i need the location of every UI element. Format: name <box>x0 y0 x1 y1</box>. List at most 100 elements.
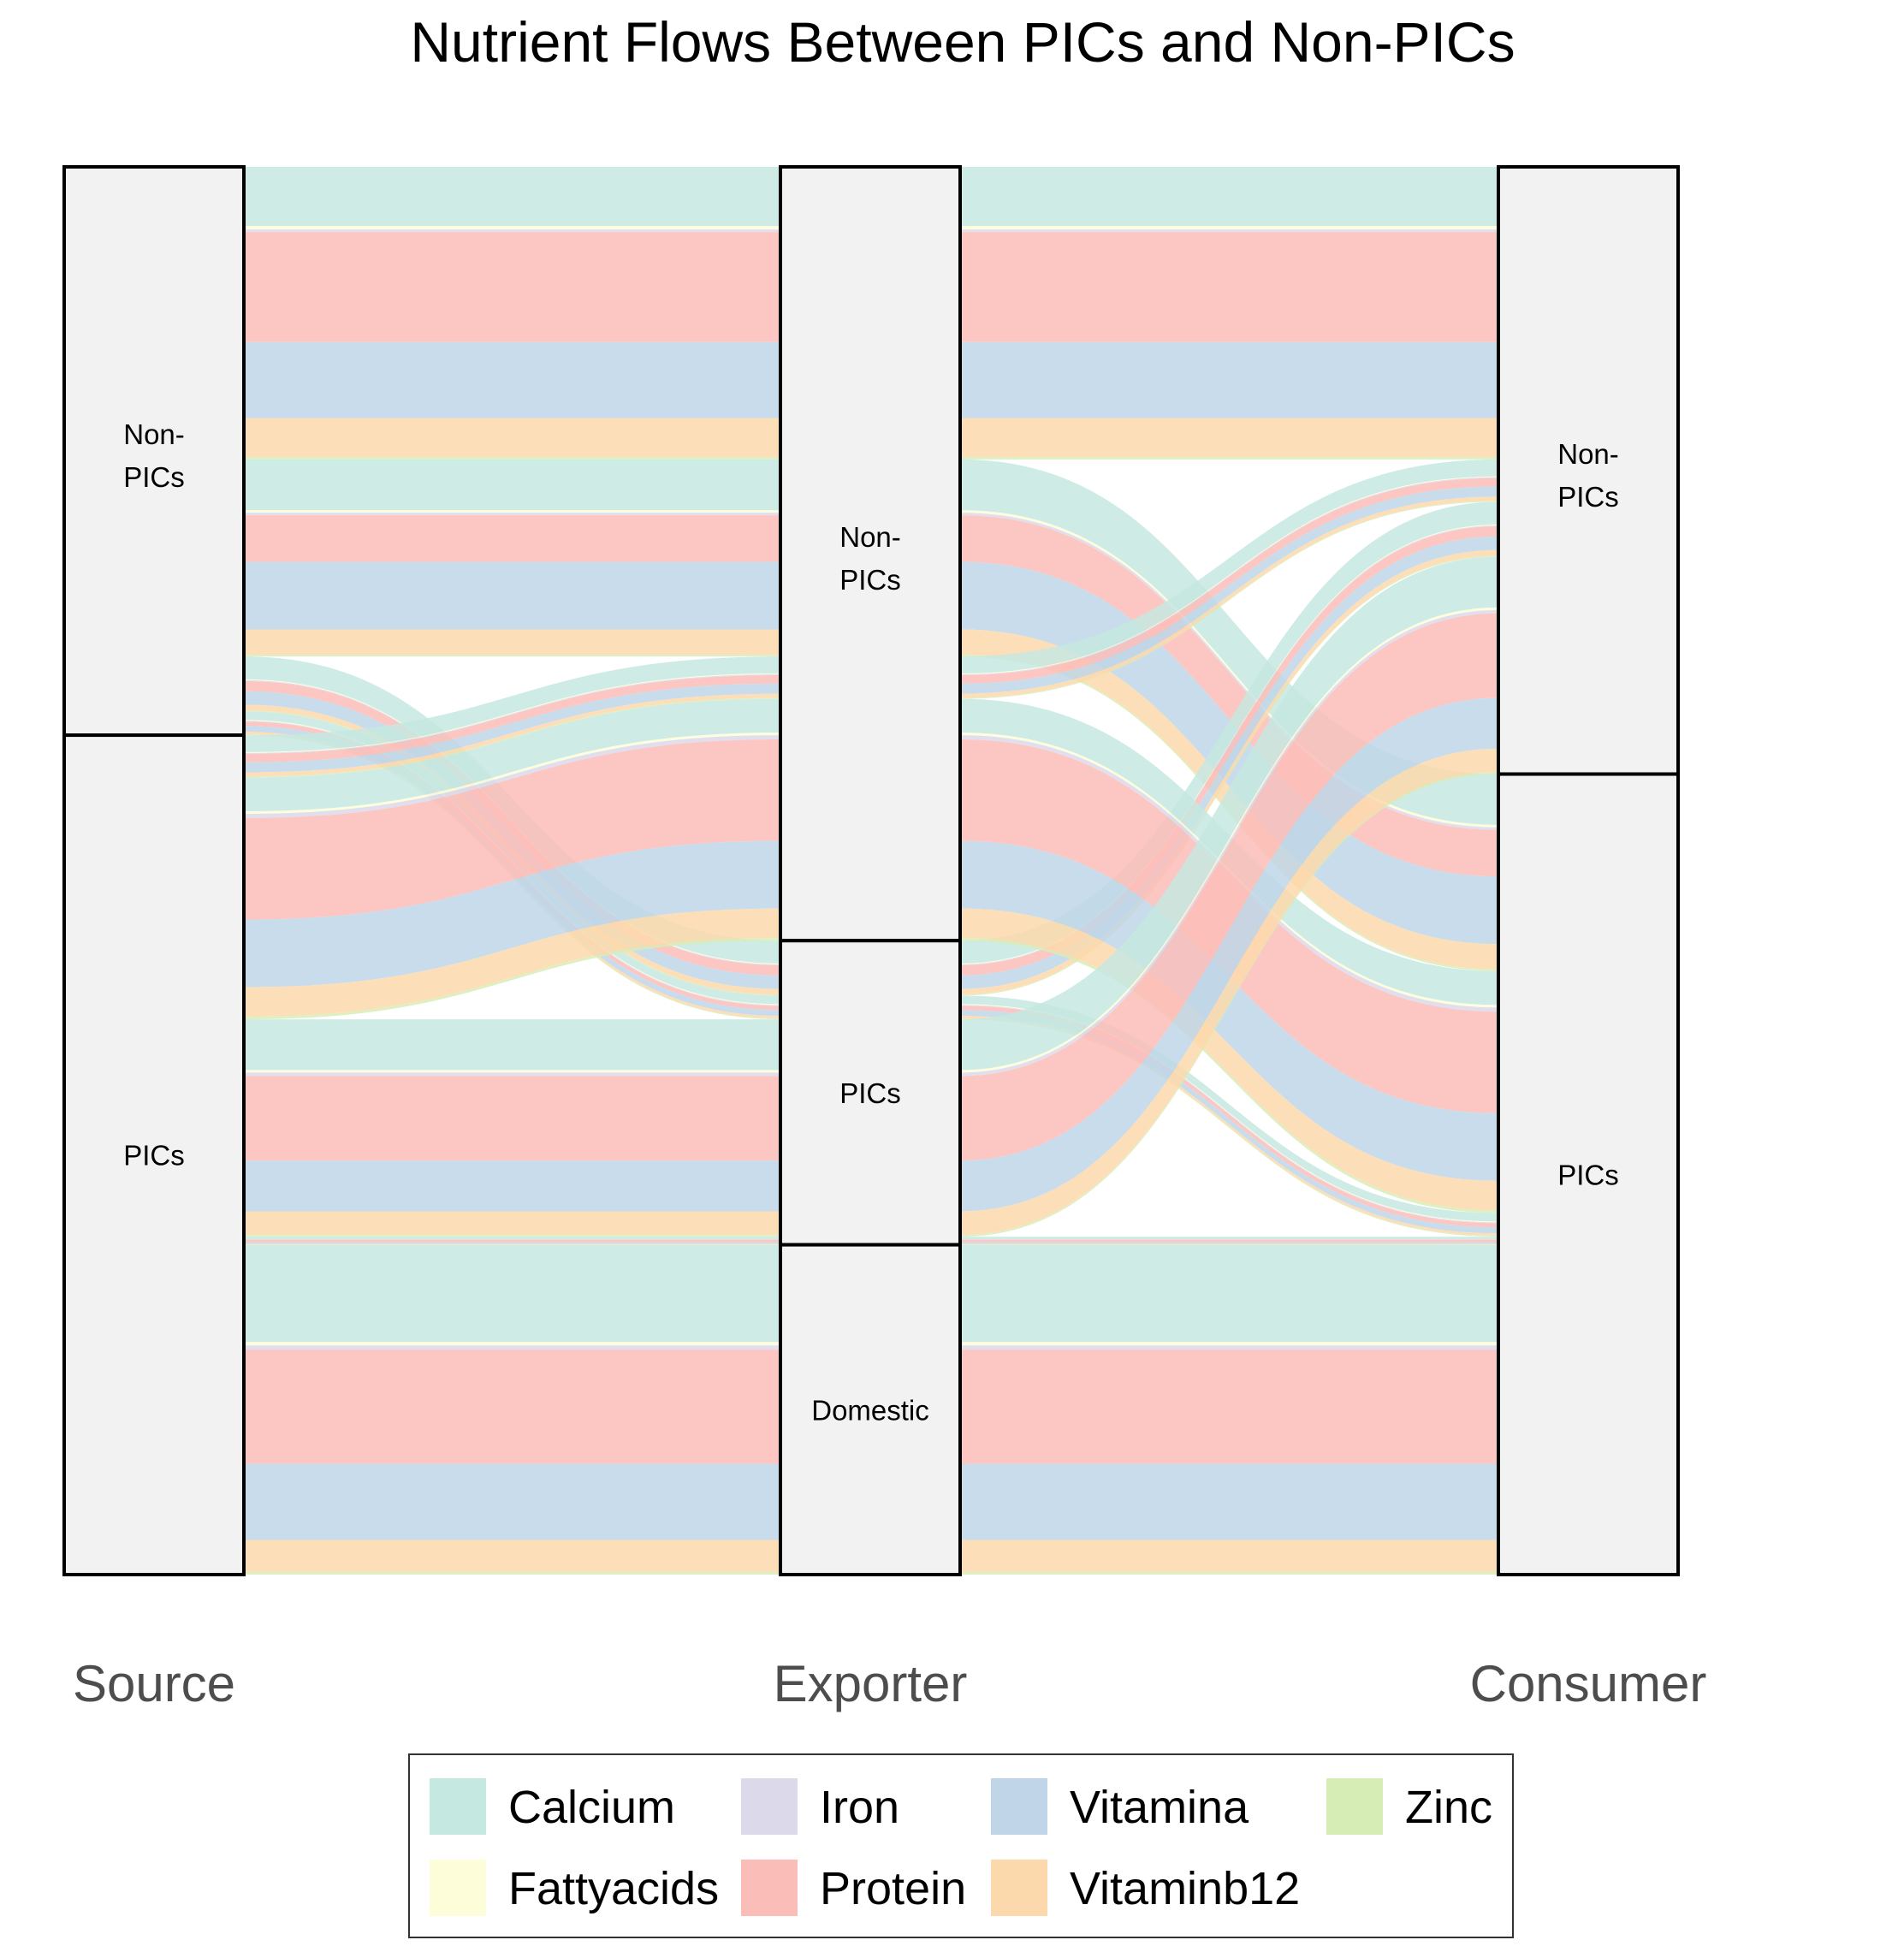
flow-iron-non-pics-pics-non-pics-seg2 <box>960 525 1498 965</box>
flow-zinc-non-pics-pics-non-pics-seg2 <box>960 555 1498 996</box>
legend-swatch-protein <box>741 1860 798 1916</box>
flow-calcium-non-pics-non-pics-pics-seg1 <box>244 459 780 511</box>
flow-vitaminb12-pics-non-pics-pics-seg2 <box>960 908 1498 1211</box>
flow-fattyacids-pics-pics-non-pics-seg2 <box>960 607 1498 1073</box>
flow-iron-pics-non-pics-pics-seg1 <box>244 735 780 818</box>
flow-protein-pics-non-pics-non-pics-seg1 <box>244 674 780 762</box>
flow-zinc-non-pics-pics-pics-seg2 <box>960 1018 1498 1237</box>
flow-fattyacids-non-pics-pics-pics-seg2 <box>960 1004 1498 1223</box>
node-exporter-pics <box>779 939 962 1247</box>
legend-label-protein: Protein <box>820 1863 966 1914</box>
flow-vitamina-non-pics-non-pics-non-pics-seg2 <box>960 341 1498 418</box>
flow-protein-non-pics-non-pics-non-pics-seg1 <box>244 232 780 342</box>
flow-zinc-non-pics-non-pics-non-pics-seg1 <box>244 456 780 460</box>
flow-fattyacids-non-pics-non-pics-non-pics-seg2 <box>960 226 1498 230</box>
flow-iron-non-pics-non-pics-pics-seg1 <box>244 513 780 516</box>
flow-vitamina-non-pics-pics-pics-seg2 <box>960 1010 1498 1234</box>
flow-zinc-pics-non-pics-non-pics-seg2 <box>960 501 1498 699</box>
flow-fattyacids-pics-non-pics-non-pics-seg1 <box>244 673 780 753</box>
node-label-consumer-non-pics: Non-PICs <box>1557 438 1619 513</box>
flow-fattyacids-non-pics-non-pics-pics-seg1 <box>244 510 780 513</box>
nodes-layer: Non-PICs PICs Non-PICs PICs Domestic Non-PICs… <box>62 165 1680 1576</box>
flow-calcium-non-pics-non-pics-non-pics-seg1 <box>244 167 780 227</box>
flow-protein-pics-domestic-pics-seg2 <box>960 1350 1498 1464</box>
flows-layer <box>244 167 1498 1575</box>
flow-protein-pics-non-pics-pics-seg1 <box>244 739 780 920</box>
flow-protein-pics-domestic-pics-seg1 <box>244 1350 780 1464</box>
legend-swatch-calcium <box>430 1778 486 1835</box>
flow-zinc-pics-pics-non-pics-seg1 <box>244 1235 780 1237</box>
flow-zinc-pics-domestic-pics-seg1 <box>244 1572 780 1575</box>
flow-iron-pics-domestic-pics-seg2 <box>960 1345 1498 1350</box>
flow-vitaminb12-pics-pics-non-pics-seg1 <box>244 1211 780 1236</box>
flow-vitaminb12-pics-non-pics-non-pics-seg1 <box>244 693 780 777</box>
flow-vitamina-pics-pics-pics-seg1 <box>244 1242 780 1244</box>
node-exporter-non-pics <box>779 165 962 943</box>
node-label-consumer-pics: PICs <box>1557 1159 1619 1190</box>
legend-label-zinc: Zinc <box>1405 1782 1492 1833</box>
flow-vitamina-pics-pics-non-pics-seg2 <box>960 697 1498 1212</box>
flow-zinc-pics-non-pics-pics-seg2 <box>960 938 1498 1213</box>
legend-label-iron: Iron <box>820 1782 899 1833</box>
flow-vitaminb12-non-pics-non-pics-non-pics-seg1 <box>244 418 780 457</box>
flow-iron-pics-pics-non-pics-seg2 <box>960 609 1498 1077</box>
flow-vitaminb12-pics-non-pics-non-pics-seg2 <box>960 496 1498 698</box>
flow-vitamina-pics-non-pics-pics-seg1 <box>244 840 780 988</box>
flow-vitaminb12-pics-non-pics-pics-seg1 <box>244 908 780 1017</box>
flow-zinc-pics-pics-non-pics-seg2 <box>960 772 1498 1237</box>
flow-protein-non-pics-non-pics-non-pics-seg2 <box>960 232 1498 342</box>
legend-swatch-vitamina <box>991 1778 1047 1835</box>
flow-fattyacids-pics-domestic-pics-seg1 <box>244 1342 780 1346</box>
axis-labels: Source Exporter Consumer <box>73 1655 1706 1712</box>
flow-protein-pics-pics-non-pics-seg2 <box>960 613 1498 1161</box>
flow-iron-pics-non-pics-non-pics-seg2 <box>960 477 1498 675</box>
flow-calcium-pics-pics-pics-seg2 <box>960 1237 1498 1240</box>
flow-calcium-pics-non-pics-non-pics-seg2 <box>960 459 1498 673</box>
legend-swatch-iron <box>741 1778 798 1835</box>
legend-swatch-fattyacids <box>430 1860 486 1916</box>
flow-fattyacids-non-pics-non-pics-non-pics-seg1 <box>244 226 780 230</box>
flow-vitaminb12-pics-pics-non-pics-seg2 <box>960 748 1498 1236</box>
flow-protein-pics-non-pics-non-pics-seg2 <box>960 478 1498 684</box>
legend-label-calcium: Calcium <box>508 1782 675 1833</box>
flow-vitaminb12-non-pics-non-pics-non-pics-seg2 <box>960 418 1498 457</box>
flow-vitaminb12-pics-pics-pics-seg2 <box>960 1243 1498 1245</box>
flow-vitamina-pics-pics-pics-seg2 <box>960 1242 1498 1244</box>
node-label-exporter-pics: PICs <box>839 1077 901 1109</box>
flow-vitamina-pics-pics-non-pics-seg1 <box>244 1160 780 1212</box>
flow-zinc-pics-non-pics-non-pics-seg1 <box>244 697 780 778</box>
flow-calcium-pics-non-pics-non-pics-seg1 <box>244 656 780 752</box>
flow-protein-pics-pics-pics-seg2 <box>960 1239 1498 1243</box>
flow-vitaminb12-non-pics-pics-non-pics-seg2 <box>960 549 1498 995</box>
flow-fattyacids-pics-domestic-pics-seg2 <box>960 1342 1498 1346</box>
node-consumer-non-pics <box>1497 165 1680 776</box>
flow-calcium-non-pics-non-pics-pics-seg2 <box>960 459 1498 825</box>
flow-fattyacids-non-pics-non-pics-pics-seg2 <box>960 510 1498 828</box>
flow-fattyacids-pics-pics-non-pics-seg1 <box>244 1070 780 1073</box>
legend-label-fattyacids: Fattyacids <box>508 1863 719 1914</box>
flow-iron-pics-domestic-pics-seg1 <box>244 1345 780 1350</box>
flow-zinc-non-pics-non-pics-pics-seg1 <box>244 655 780 657</box>
node-label-source-non-pics: Non-PICs <box>123 418 185 493</box>
flow-fattyacids-non-pics-pics-non-pics-seg2 <box>960 525 1498 964</box>
flow-calcium-pics-non-pics-pics-seg1 <box>244 698 780 812</box>
flow-zinc-non-pics-non-pics-non-pics-seg2 <box>960 456 1498 460</box>
flow-calcium-pics-domestic-pics-seg1 <box>244 1244 780 1343</box>
node-label-source-pics: PICs <box>123 1140 185 1172</box>
node-source-pics <box>62 733 246 1576</box>
flow-zinc-pics-domestic-pics-seg2 <box>960 1572 1498 1575</box>
axis-label-consumer: Consumer <box>1470 1655 1707 1712</box>
legend: Calcium Iron Vitamina Zinc Fattyacids Protein… <box>408 1753 1514 1938</box>
flow-zinc-pics-non-pics-pics-seg1 <box>244 938 780 1020</box>
flow-calcium-pics-pics-non-pics-seg2 <box>960 556 1498 1071</box>
node-label-exporter-domestic: Domestic <box>811 1394 929 1426</box>
legend-label-vitaminb12: Vitaminb12 <box>1070 1863 1300 1914</box>
flow-protein-pics-pics-non-pics-seg1 <box>244 1076 780 1161</box>
legend-swatch-vitaminb12 <box>991 1860 1047 1916</box>
flow-vitamina-non-pics-non-pics-non-pics-seg1 <box>244 341 780 418</box>
flow-vitaminb12-non-pics-non-pics-pics-seg1 <box>244 629 780 656</box>
flow-protein-non-pics-pics-pics-seg2 <box>960 1006 1498 1228</box>
flow-calcium-pics-pics-pics-seg1 <box>244 1237 780 1240</box>
flow-fattyacids-pics-non-pics-non-pics-seg2 <box>960 476 1498 674</box>
